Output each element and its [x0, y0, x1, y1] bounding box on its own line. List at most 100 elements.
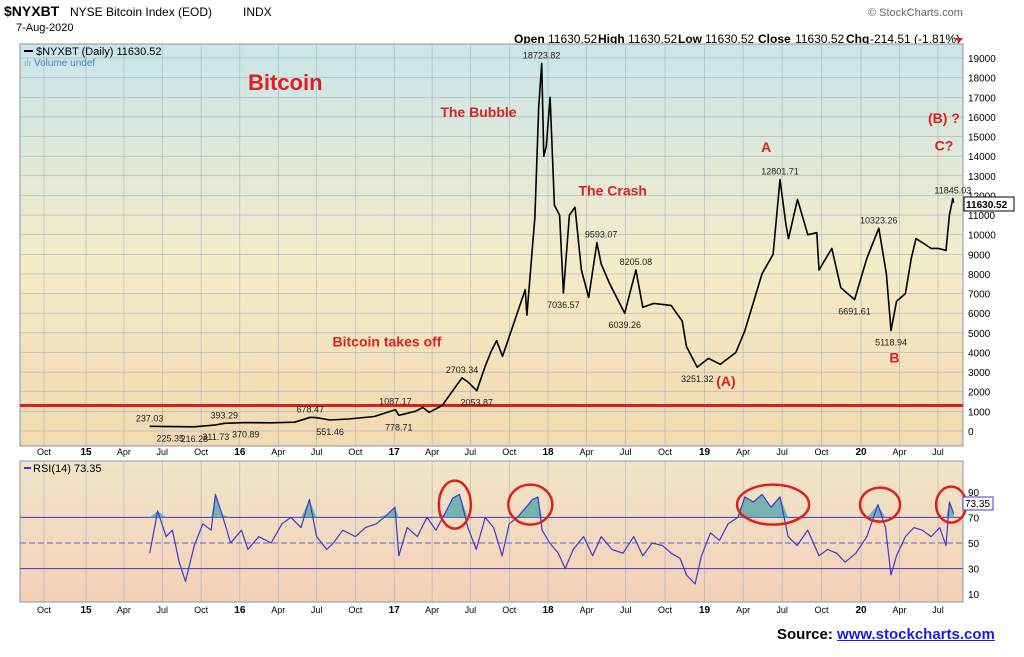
price-y-tick: 19000 [968, 54, 996, 65]
price-x-tick: Oct [658, 447, 673, 457]
price-data-label: 678.47 [296, 404, 324, 414]
rsi-x-tick: Jul [157, 605, 169, 615]
rsi-y-tick: 10 [968, 590, 980, 601]
price-y-tick: 3000 [968, 368, 991, 379]
price-panel [19, 43, 964, 447]
volume-bars-icon: ılı [24, 58, 31, 68]
price-x-tick: Apr [117, 447, 131, 457]
price-series [20, 62, 963, 428]
price-y-tick: 5000 [968, 329, 991, 340]
price-x-tick: Oct [194, 447, 209, 457]
price-data-label: 6691.61 [838, 307, 871, 317]
price-x-tick: Oct [502, 447, 517, 457]
price-y-tick: 11000 [968, 211, 996, 222]
rsi-x-tick: Jul [776, 605, 788, 615]
price-x-tick: Oct [815, 447, 830, 457]
price-y-tick: 2000 [968, 388, 991, 399]
chart-annotation: (B) ? [928, 110, 960, 126]
price-data-label: 12801.71 [761, 167, 799, 177]
price-data-label: 1087.17 [379, 397, 412, 407]
price-x-tick: Apr [580, 447, 594, 457]
high-label: High [598, 32, 625, 46]
last-value-box [963, 196, 1015, 212]
price-x-tick: Oct [348, 447, 363, 457]
rsi-x-tick: Oct [658, 605, 673, 615]
rsi-y-axis: 10 30 50 70 90 [968, 488, 980, 601]
rsi-highlight-circle [858, 486, 902, 523]
price-y-tick: 17000 [968, 93, 996, 104]
price-y-tick: 7000 [968, 290, 991, 301]
price-annotations: The Bubble The Crash Bitcoin takes off (A) A… [333, 104, 960, 389]
price-x-tick: Jul [620, 447, 632, 457]
exchange: INDX [243, 5, 272, 19]
rsi-grid [20, 461, 963, 602]
rsi-x-tick: Oct [348, 605, 363, 615]
price-grid [20, 44, 963, 446]
rsi-overbought-fill [149, 494, 954, 518]
price-x-tick: Apr [271, 447, 285, 457]
source-credit: Source: www.stockcharts.com [777, 626, 995, 643]
rsi-line [149, 493, 955, 585]
price-x-tick: Apr [736, 447, 750, 457]
rsi-x-tick: 17 [389, 605, 401, 616]
rsi-highlight-circle [507, 483, 554, 526]
rsi-highlight-circle [437, 479, 473, 530]
price-y-tick: 10000 [968, 231, 996, 242]
price-data-label: 2053.87 [460, 398, 493, 408]
price-x-tick: Jul [311, 447, 323, 457]
chart-title: Bitcoin [248, 70, 323, 95]
down-arrow-icon [955, 38, 963, 43]
price-data-label: 237.03 [136, 413, 164, 423]
price-x-tick: Apr [892, 447, 906, 457]
chart-annotation: C? [935, 137, 954, 153]
open-value: 11630.52 [548, 32, 597, 46]
rsi-x-tick: 16 [234, 605, 246, 616]
price-data-label: 3251.32 [681, 374, 714, 384]
rsi-series [149, 493, 955, 585]
last-value-marker: 11630.52 [963, 196, 1015, 212]
rsi-x-axis: Oct 15 Apr Jul Oct 16 Apr Jul Oct 17 Apr Jul Oct 18 Ap… [37, 605, 944, 616]
close-value: 11630.52 [795, 32, 844, 46]
rsi-x-tick: Jul [932, 605, 944, 615]
price-data-label: 393.29 [210, 410, 238, 420]
price-y-tick: 15000 [968, 133, 996, 144]
date: 7-Aug-2020 [16, 22, 74, 34]
rsi-last-value-box [962, 496, 994, 511]
price-data-label: 11845.03 [934, 185, 971, 195]
price-x-tick: 16 [234, 447, 246, 458]
price-x-tick: Apr [425, 447, 439, 457]
price-data-label: 311.73 [202, 432, 229, 442]
price-y-tick: 13000 [968, 172, 996, 183]
open-label: Open [514, 32, 545, 46]
rsi-x-tick: Apr [271, 605, 285, 615]
price-y-axis: 0 1000 2000 3000 4000 5000 6000 7000 8000 9000 100… [968, 54, 996, 438]
chart-annotation: B [889, 349, 899, 365]
rsi-x-tick: Oct [815, 605, 830, 615]
rsi-y-tick: 30 [968, 565, 980, 576]
symbol: $NYXBT [4, 3, 60, 19]
ohlc-readout: Open 11630.52 High 11630.52 Low 11630.52… [514, 32, 963, 46]
rsi-legend: RSI(14) 73.35 [24, 463, 101, 475]
source-link[interactable]: www.stockcharts.com [837, 626, 995, 643]
rsi-x-tick: Apr [892, 605, 906, 615]
rsi-x-tick: Jul [311, 605, 323, 615]
price-y-tick: 9000 [968, 250, 991, 261]
price-data-label: 8205.08 [620, 257, 653, 267]
price-x-tick: 15 [80, 447, 92, 458]
price-y-tick: 0 [968, 427, 974, 438]
price-y-tick: 4000 [968, 348, 991, 359]
rsi-title: RSI(14) 73.35 [33, 463, 101, 475]
price-data-label: 10323.26 [860, 215, 898, 225]
rsi-x-tick: Oct [37, 605, 52, 615]
price-x-tick: Jul [465, 447, 477, 457]
price-y-tick: 1000 [968, 407, 991, 418]
rsi-panel [19, 460, 964, 603]
rsi-last-value-marker: 73.35 [962, 496, 994, 511]
rsi-y-tick: 70 [968, 513, 980, 524]
rsi-x-tick: Oct [502, 605, 517, 615]
rsi-x-tick: 19 [699, 605, 711, 616]
chart-annotation: The Bubble [440, 104, 516, 120]
rsi-x-tick: Apr [580, 605, 594, 615]
